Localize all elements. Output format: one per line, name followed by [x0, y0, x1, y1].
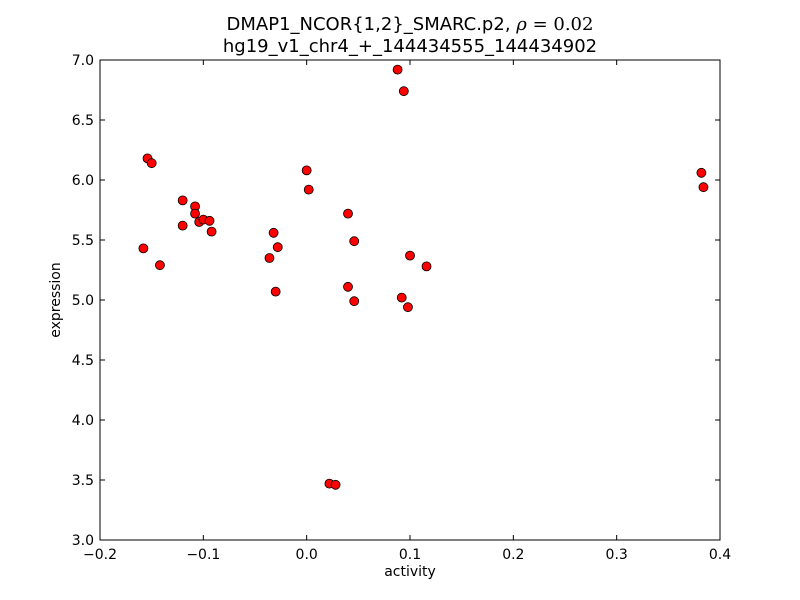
data-point	[343, 281, 353, 292]
data-point	[264, 253, 275, 263]
data-point	[270, 286, 281, 297]
plot-area	[100, 60, 720, 540]
data-point	[268, 227, 279, 238]
y-tick-label: 6.0	[72, 173, 94, 189]
x-tick-label: 0.3	[606, 547, 628, 563]
chart-title-line2: hg19_v1_chr4_+_144434555_144434902	[223, 36, 597, 57]
y-tick-label: 4.5	[72, 353, 94, 369]
y-tick-label: 3.5	[72, 473, 94, 489]
data-point	[398, 86, 409, 97]
data-point	[330, 479, 341, 490]
data-point	[204, 215, 215, 226]
data-point	[349, 296, 360, 307]
data-point	[696, 167, 707, 178]
data-point	[190, 208, 200, 219]
x-tick-label: −0.1	[186, 547, 220, 563]
y-tick-label: 5.0	[72, 293, 94, 309]
data-point	[343, 208, 353, 219]
data-point	[146, 158, 157, 169]
y-axis-label: expression	[48, 262, 64, 338]
data-points	[138, 64, 709, 490]
data-point	[303, 184, 314, 195]
data-point	[403, 302, 413, 313]
data-point	[206, 226, 217, 237]
x-tick-label: 0.4	[709, 547, 731, 563]
axis-tick-labels: −0.2 −0.1 0.0 0.1 0.2 0.3 0.4 3.0 3.5 4.0 4.5 5.0 5.…	[72, 53, 731, 563]
y-tick-label: 4.0	[72, 413, 94, 429]
chart-title-line1: DMAP1_NCOR{1,2}_SMARC.p2, ρ = 0.02	[227, 14, 594, 35]
data-point	[272, 242, 283, 253]
data-point	[349, 236, 360, 247]
x-tick-label: 0.2	[502, 547, 524, 563]
data-point	[405, 250, 415, 261]
y-tick-label: 6.5	[72, 113, 94, 129]
x-tick-label: 0.1	[399, 547, 421, 563]
y-tick-label: 5.5	[72, 233, 94, 249]
data-point	[177, 195, 188, 206]
x-axis-label: activity	[384, 564, 436, 580]
x-tick-label: −0.2	[83, 547, 117, 563]
data-point	[396, 292, 407, 303]
data-point	[138, 243, 149, 254]
data-point	[421, 261, 432, 272]
data-point	[155, 260, 165, 271]
y-tick-label: 7.0	[72, 53, 94, 69]
data-point	[301, 165, 312, 176]
x-tick-label: 0.0	[296, 547, 318, 563]
data-point	[698, 182, 709, 193]
y-tick-label: 3.0	[72, 533, 94, 549]
data-point	[392, 64, 403, 75]
plot-frame	[99, 59, 721, 541]
data-point	[177, 220, 188, 231]
